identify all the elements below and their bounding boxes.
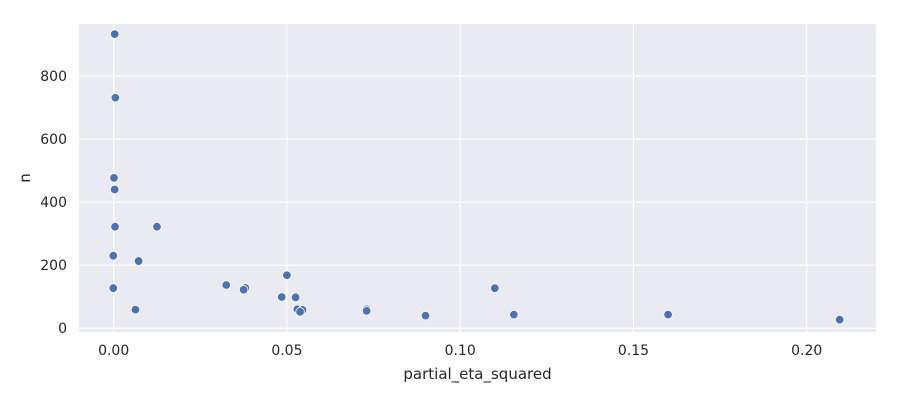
data-point bbox=[290, 292, 301, 303]
data-point bbox=[108, 251, 119, 261]
grid-lines bbox=[79, 24, 876, 332]
data-point bbox=[361, 306, 372, 316]
data-point bbox=[295, 307, 305, 317]
x-tick-label: 0.00 bbox=[98, 343, 129, 359]
data-point bbox=[420, 310, 431, 321]
x-tick-label: 0.20 bbox=[791, 343, 822, 359]
data-point bbox=[282, 270, 292, 280]
y-tick-label: 800 bbox=[40, 69, 67, 85]
x-axis-ticks: 0.00 0.05 0.10 0.15 0.20 bbox=[98, 343, 822, 359]
data-point bbox=[108, 283, 119, 293]
y-tick-label: 0 bbox=[58, 321, 67, 337]
data-point bbox=[834, 315, 845, 325]
y-tick-label: 600 bbox=[40, 132, 67, 148]
data-point bbox=[130, 304, 141, 315]
x-axis-label: partial_eta_squared bbox=[403, 365, 551, 384]
data-point bbox=[152, 222, 162, 232]
y-axis-label: n bbox=[16, 173, 34, 183]
y-axis-ticks: 0 200 400 600 800 bbox=[40, 69, 67, 337]
y-tick-label: 200 bbox=[40, 258, 67, 274]
data-point bbox=[238, 285, 249, 295]
data-point bbox=[490, 283, 500, 293]
data-points bbox=[108, 29, 845, 325]
x-tick-label: 0.05 bbox=[271, 343, 302, 359]
x-tick-label: 0.10 bbox=[445, 343, 476, 359]
data-point bbox=[109, 173, 119, 183]
data-point bbox=[133, 256, 144, 266]
data-point bbox=[221, 280, 231, 290]
data-point bbox=[110, 93, 121, 103]
y-tick-label: 400 bbox=[40, 195, 67, 211]
data-point bbox=[277, 292, 287, 302]
data-point bbox=[110, 222, 120, 232]
data-point bbox=[109, 29, 120, 39]
x-tick-label: 0.15 bbox=[618, 343, 649, 359]
data-point bbox=[109, 184, 120, 195]
data-point bbox=[509, 309, 519, 320]
plot-background bbox=[79, 24, 876, 332]
data-point bbox=[663, 309, 673, 320]
